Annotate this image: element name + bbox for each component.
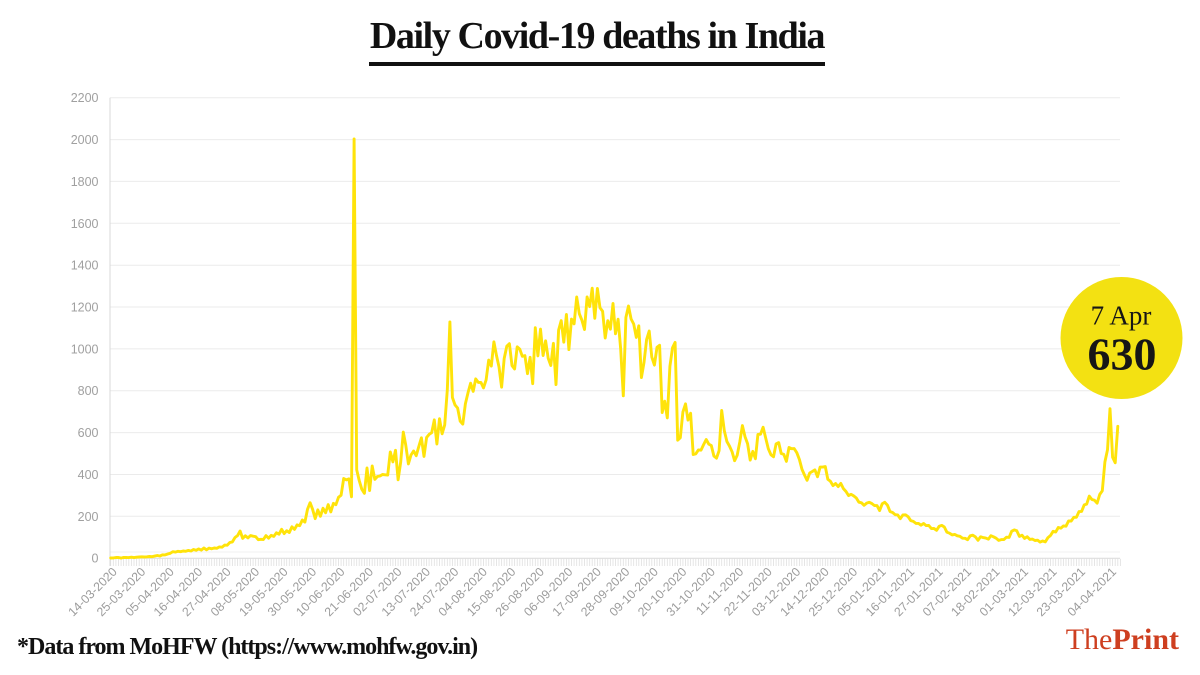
svg-text:1600: 1600 [71, 217, 99, 231]
svg-text:630: 630 [1088, 329, 1157, 380]
svg-text:2200: 2200 [71, 91, 99, 105]
svg-text:200: 200 [78, 510, 99, 524]
svg-text:1800: 1800 [71, 175, 99, 189]
svg-text:800: 800 [78, 384, 99, 398]
svg-text:2000: 2000 [71, 133, 99, 147]
svg-text:1000: 1000 [71, 342, 99, 356]
svg-text:400: 400 [78, 468, 99, 482]
svg-text:600: 600 [78, 426, 99, 440]
svg-text:1400: 1400 [71, 259, 99, 273]
svg-text:7 Apr: 7 Apr [1091, 301, 1152, 331]
svg-text:0: 0 [92, 552, 99, 566]
svg-text:1200: 1200 [71, 301, 99, 315]
